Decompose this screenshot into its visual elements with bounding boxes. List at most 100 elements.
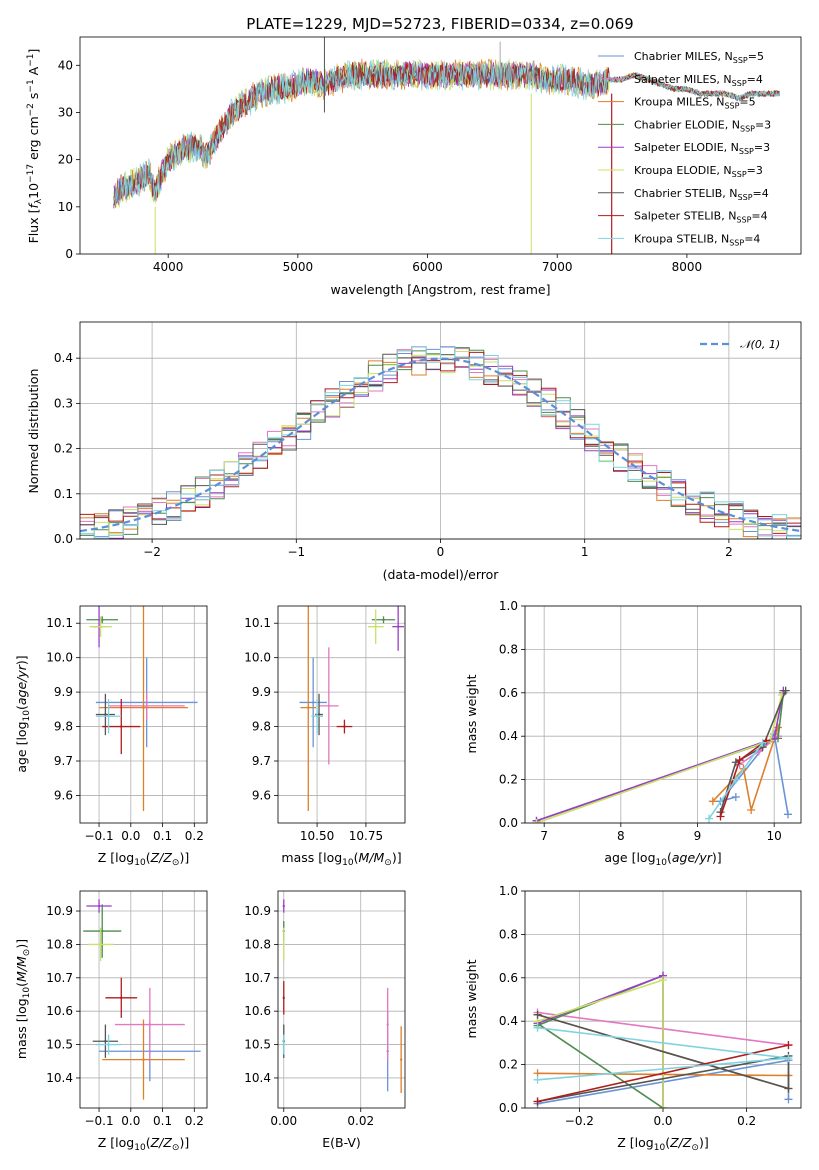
line-salpeter_stelib [537,1044,789,1103]
point-kroupa_elodie [99,943,102,946]
x-tick-label: 0.1 [153,1114,172,1128]
y-tick-label: 0.2 [499,1058,518,1072]
legend-label: Chabrier STELIB, NSSP=4 [634,187,769,202]
y-tick-label: 10.0 [46,651,73,665]
y-tick-label: 0.2 [499,773,518,787]
y-axis-label: mass [log10(M/M⊙)] [14,939,32,1059]
x-tick-label: 8000 [672,260,703,274]
points [86,606,198,811]
point-kroupa_elodie [374,625,377,628]
axes-frame [524,890,802,1109]
line-chabrier_stelib [537,1013,790,1103]
legend-label: Kroupa MILES, NSSP=5 [634,96,756,111]
marker-chabrier_miles [783,810,792,819]
marker-salpeter_stelib [784,1041,793,1050]
line-kroupa_elodie [536,694,783,823]
legend: Chabrier MILES, NSSP=5 Salpeter MILES, NS… [598,50,771,247]
axes-frame [79,321,802,540]
y-tick-label: 0.4 [499,729,518,743]
y-tick-label: 10.1 [46,616,73,630]
point-salpeter_elodie [97,904,101,908]
x-tick-label: 4000 [153,260,184,274]
marker-kroupa_miles [747,805,756,814]
point-kroupa_miles [142,706,145,709]
marker-salpeter_stelib [716,812,725,821]
lines [533,971,793,1108]
point-kroupa_stelib [282,1043,285,1046]
marker-kroupa_miles [774,723,782,732]
point-salpeter_miles [145,704,148,708]
y-tick-label: 10.6 [46,1004,73,1018]
y-tick-label: 9.6 [54,788,73,802]
y-tick-label: 10 [58,200,73,214]
y-tick-label: 0.1 [54,487,73,501]
axes-age-vs-Z: −0.1 0.0 0.1 0.2 9.6 9.7 9.8 9.9 10.0 10.1 Z [log1… [14,605,208,868]
x-axis-label: Z [log10(Z/Z⊙)] [98,1135,189,1153]
y-tick-label: 10.7 [244,971,271,985]
legend-label: Kroupa ELODIE, NSSP=3 [634,164,763,179]
y-tick-label: 1.0 [499,884,518,898]
point-kroupa_stelib [315,715,319,718]
marker-kroupa_stelib [533,1023,542,1032]
y-tick-label: 10.7 [46,971,73,985]
legend-label: Chabrier ELODIE, NSSP=3 [634,118,771,133]
axes-frame [524,605,802,824]
point-kroupa_elodie [99,625,102,628]
y-tick-label: 0.8 [499,927,518,941]
axes-residuals: −2 −1 0 1 2 0.0 0.1 0.2 0.3 0.4 𝒩(0, 1) (data-model… [26,321,802,582]
y-tick-label: 10.4 [46,1071,73,1085]
axes-frame [277,605,406,824]
x-tick-label: 0.0 [121,829,140,843]
axes-weight-vs-Z: −0.2 0.0 0.2 0.0 0.2 0.4 0.6 0.8 1.0 Z [log10(Z/Z… [464,884,802,1153]
y-tick-label: 0.8 [499,642,518,656]
axes-spectrum: 4000 5000 6000 7000 8000 0 10 20 30 40 Chabrier MI… [26,36,802,297]
x-tick-label: 0.00 [270,1114,297,1128]
y-tick-label: 9.8 [252,720,271,734]
y-tick-label: 0.4 [499,1014,518,1028]
y-tick-label: 0.0 [499,816,518,830]
point-chabrier_elodie [101,929,104,933]
axes-frame [277,890,406,1109]
y-tick-label: 30 [58,105,73,119]
lines [532,686,792,823]
marker-kroupa_stelib [533,1075,542,1084]
points [299,606,405,811]
y-tick-label: 0.3 [54,396,73,410]
y-tick-label: 9.9 [54,685,73,699]
x-tick-label: 0.2 [737,1114,756,1128]
y-tick-label: 9.7 [252,754,271,768]
x-tick-label: 0.0 [121,1114,140,1128]
x-axis-label: mass [log10(M/M⊙)] [281,850,401,868]
x-tick-label: −0.1 [84,1114,113,1128]
spectrum-kroupa_stelib [113,59,781,204]
legend-label: Salpeter MILES, NSSP=4 [634,73,763,88]
point-chabrier_elodie [101,618,104,621]
marker-chabrier_miles [784,1095,793,1104]
point-salpeter_elodie [282,904,285,908]
x-axis-label: wavelength [Angstrom, rest frame] [330,282,550,297]
marker-kroupa_elodie [659,1104,667,1108]
x-tick-label: 6000 [412,260,443,274]
x-tick-label: 5000 [283,260,314,274]
points [282,899,403,1093]
point-kroupa_stelib [107,715,110,718]
axes-age-vs-mass: 10.50 10.75 9.6 9.7 9.8 9.9 10.0 10.1 mass [log1… [244,605,406,868]
x-tick-label: 9 [694,829,702,843]
marker-kroupa_elodie [659,975,667,984]
y-tick-label: 9.7 [54,754,73,768]
y-axis-label: mass weight [464,959,479,1038]
y-tick-label: 10.0 [244,651,271,665]
point-salpeter_stelib [343,725,346,728]
y-tick-label: 0.0 [54,532,73,546]
spectrum-lines [113,37,781,254]
marker-kroupa_elodie [532,819,541,823]
x-tick-label: 10.50 [300,829,334,843]
x-tick-label: 10.75 [349,829,383,843]
marker-kroupa_stelib [731,775,740,784]
y-tick-label: 0.4 [54,351,73,365]
y-tick-label: 0 [65,247,73,261]
point-kroupa_miles [307,706,310,709]
axes-mass-vs-Z: −0.1 0.0 0.1 0.2 10.4 10.5 10.6 10.7 10.8 10.9 Z [… [14,890,208,1153]
y-tick-label: 9.8 [54,720,73,734]
marker-salpeter_stelib [533,1097,542,1106]
